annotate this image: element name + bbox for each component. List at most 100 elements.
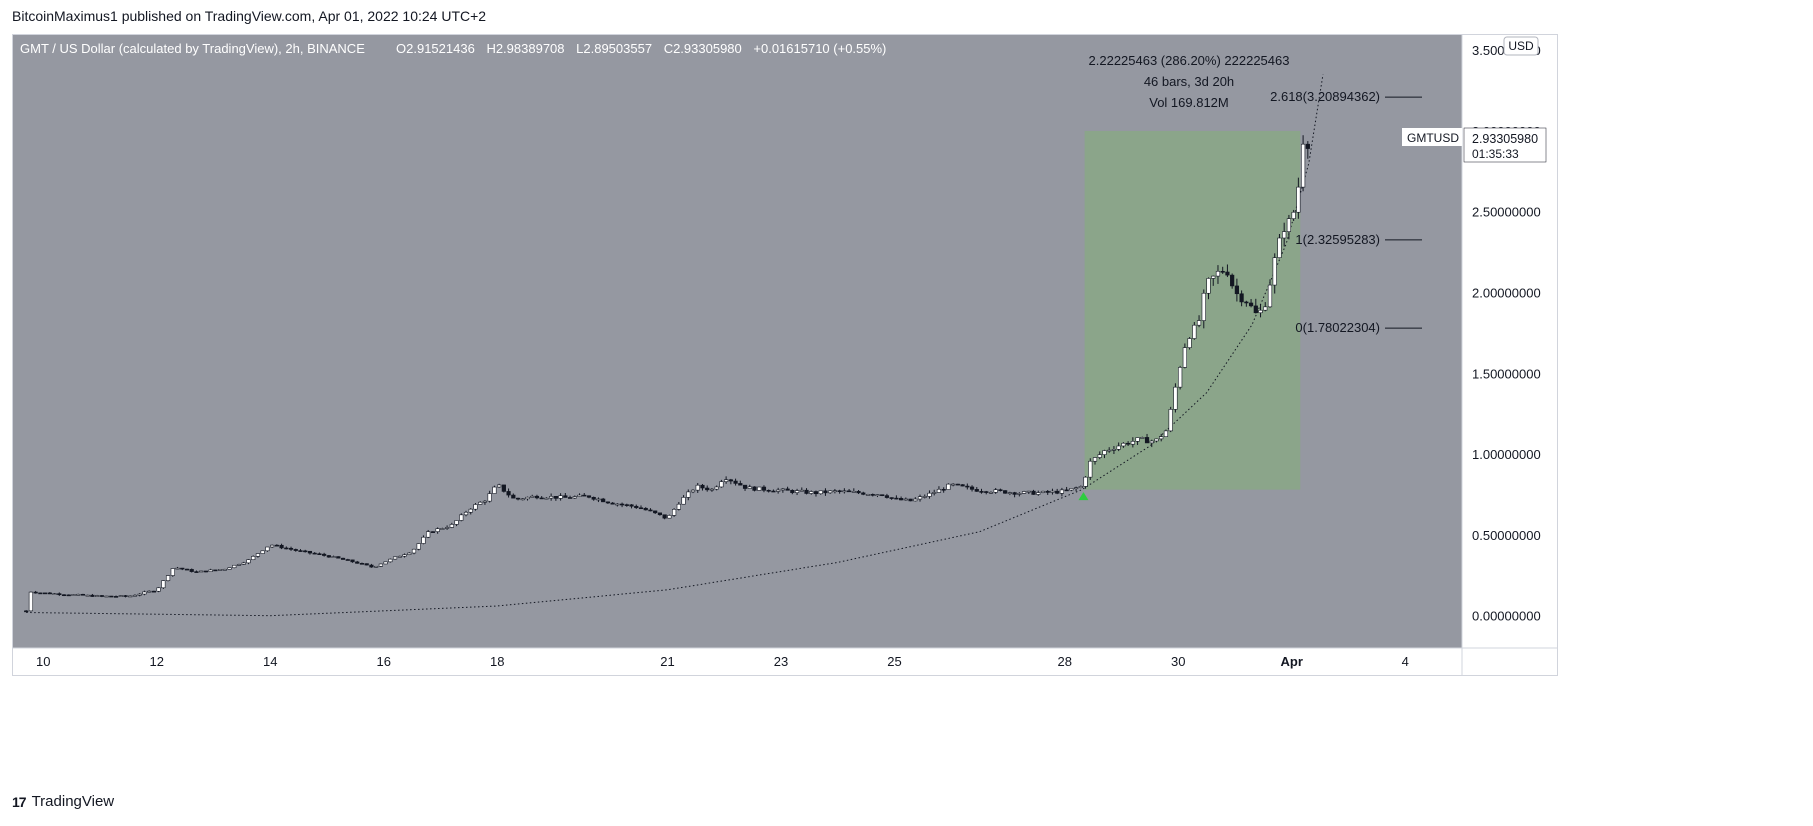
candle-down: [336, 556, 341, 559]
chart-frame[interactable]: 2.618(3.20894362) 1(2.32595283) 0(1.780223…: [12, 34, 1800, 779]
candle-down: [369, 564, 374, 568]
candle-up: [865, 494, 871, 496]
candle-down: [184, 568, 190, 571]
candle-up: [1196, 320, 1202, 326]
price-tag-value: 2.93305980: [1472, 132, 1538, 146]
candle-down: [884, 495, 890, 498]
currency-badge[interactable]: USD: [1503, 36, 1539, 56]
candle-up: [85, 594, 90, 597]
change-value: +0.01615710 (+0.55%): [753, 41, 886, 56]
candle-down: [733, 480, 738, 484]
close-value: 2.93305980: [673, 41, 742, 56]
candle-down: [1126, 442, 1131, 445]
candle-up: [917, 496, 923, 500]
candle-down: [506, 491, 511, 496]
candle-up: [1215, 270, 1221, 277]
candle-down: [355, 561, 360, 564]
price-range-measurement[interactable]: [1084, 130, 1301, 490]
candle-up: [165, 575, 171, 581]
candle-down: [1253, 305, 1258, 314]
candle-down: [586, 495, 592, 498]
candle-down: [1045, 490, 1050, 493]
candle-up: [1272, 257, 1277, 286]
candle-up: [52, 593, 57, 595]
time-axis-pane[interactable]: [12, 648, 1558, 676]
candle-down: [790, 490, 795, 493]
candle-up: [615, 503, 620, 506]
candle-down: [298, 550, 303, 552]
candle-up: [1201, 292, 1206, 321]
price-tag-countdown: 01:35:33: [1472, 147, 1519, 161]
candle-up: [463, 511, 469, 516]
candle-down: [123, 595, 128, 597]
price-tick-label: 1.00000000: [1472, 447, 1541, 462]
candle-up: [397, 555, 402, 558]
candle-up: [520, 498, 525, 501]
candle-up: [1300, 143, 1306, 188]
candle-down: [601, 498, 606, 503]
candle-down: [861, 492, 866, 495]
candle-down: [846, 490, 852, 493]
candle-up: [988, 491, 994, 494]
candle-down: [766, 489, 771, 492]
time-tick-label: 23: [774, 654, 788, 669]
candle-down: [180, 567, 185, 570]
candle-up: [137, 593, 142, 596]
price-tick-label: 2.00000000: [1472, 286, 1541, 301]
candle-down: [899, 498, 904, 501]
candle-up: [1083, 476, 1088, 487]
candle-up: [1097, 454, 1102, 458]
candle-down: [350, 559, 355, 563]
symbol-tag: GMTUSD: [1407, 131, 1459, 145]
candle-down: [80, 593, 86, 596]
candle-down: [189, 569, 194, 572]
candle-down: [203, 570, 209, 573]
candle-up: [1291, 211, 1296, 219]
candle-up: [497, 484, 502, 488]
candle-down: [312, 552, 317, 555]
candle-down: [317, 553, 322, 555]
candle-down: [109, 595, 114, 598]
candle-up: [809, 491, 814, 494]
candle-up: [1277, 237, 1282, 258]
candle-up: [794, 490, 800, 493]
symbol-name[interactable]: GMT / US Dollar (calculated by TradingVi…: [20, 41, 365, 56]
candle-up: [388, 558, 393, 563]
candle-down: [33, 591, 38, 594]
candle-down: [430, 531, 436, 533]
candle-up: [993, 489, 998, 493]
candle-up: [530, 495, 535, 498]
candle-up: [558, 495, 563, 499]
candle-up: [378, 563, 383, 567]
candle-up: [1140, 437, 1145, 439]
candle-up: [161, 580, 166, 589]
candle-up: [572, 496, 577, 499]
candle-down: [326, 555, 331, 558]
candle-up: [199, 570, 204, 573]
candle-up: [1121, 442, 1126, 447]
candle-down: [1248, 302, 1254, 307]
candle-up: [265, 546, 270, 552]
candle-up: [459, 514, 464, 521]
candle-up: [747, 486, 752, 489]
candle-up: [270, 544, 275, 548]
range-stat-line: 46 bars, 3d 20h: [1144, 74, 1234, 89]
candle-down: [66, 594, 71, 597]
candle-down: [293, 549, 298, 551]
candle-down: [213, 569, 218, 572]
candle-up: [851, 491, 856, 493]
candle-up: [946, 483, 951, 490]
candle-up: [676, 503, 681, 510]
price-chart[interactable]: 2.618(3.20894362) 1(2.32595283) 0(1.780223…: [12, 34, 1800, 779]
candle-down: [113, 596, 119, 598]
candle-up: [473, 504, 478, 510]
fib-level-label: 2.618(3.20894362): [1270, 89, 1380, 104]
candle-up: [208, 569, 213, 572]
range-stat-line: 2.22225463 (286.20%) 222225463: [1089, 53, 1290, 68]
candle-up: [1296, 186, 1301, 213]
candle-down: [823, 490, 828, 494]
fib-levels: 2.618(3.20894362) 1(2.32595283) 0(1.780223…: [1270, 89, 1422, 335]
candle-up: [147, 590, 152, 593]
tradingview-footer[interactable]: 17 TradingView: [12, 793, 114, 810]
candle-up: [421, 536, 426, 544]
